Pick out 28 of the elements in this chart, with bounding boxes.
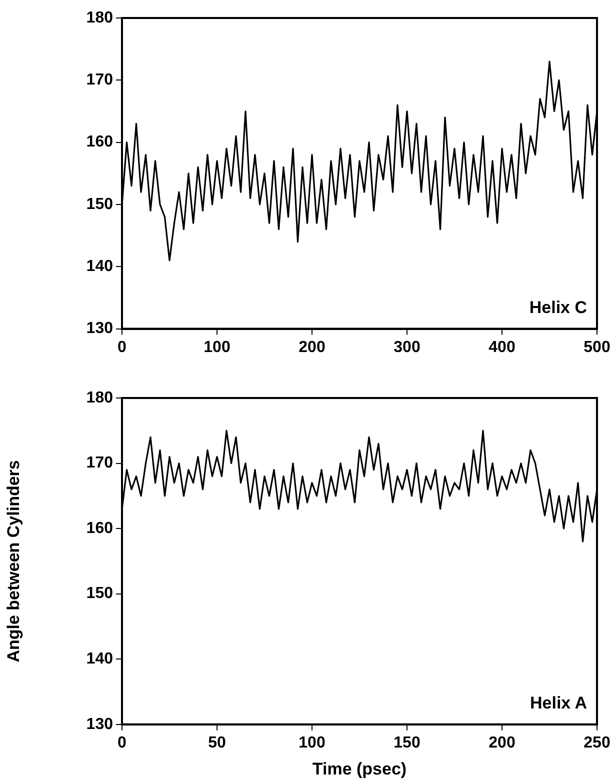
y-tick-label: 160 xyxy=(86,520,114,537)
x-tick-label: 0 xyxy=(118,338,127,356)
y-tick-label: 170 xyxy=(86,72,114,89)
x-tick-label: 200 xyxy=(298,338,326,356)
x-axis-title: Time (psec) xyxy=(312,759,407,778)
y-tick-label: 130 xyxy=(86,320,114,338)
x-tick-label: 200 xyxy=(488,734,516,752)
x-tick-label: 150 xyxy=(394,734,420,752)
x-tick-label: 0 xyxy=(118,734,127,752)
y-tick-label: 130 xyxy=(86,716,114,733)
annotation: Helix C xyxy=(529,298,587,317)
y-tick-label: 180 xyxy=(86,389,114,406)
annotation: Helix A xyxy=(530,694,587,713)
x-tick-label: 300 xyxy=(394,338,420,356)
y-tick-label: 150 xyxy=(86,585,114,602)
x-tick-label: 400 xyxy=(488,338,516,356)
y-tick-label: 180 xyxy=(86,9,114,26)
y-tick-label: 170 xyxy=(86,454,114,472)
x-tick-label: 250 xyxy=(584,734,610,752)
y-tick-label: 150 xyxy=(86,196,114,213)
y-tick-label: 140 xyxy=(86,258,114,276)
x-tick-label: 500 xyxy=(584,338,610,356)
x-tick-label: 100 xyxy=(204,338,230,356)
x-tick-label: 50 xyxy=(208,734,226,752)
y-tick-label: 140 xyxy=(86,650,114,668)
y-tick-label: 160 xyxy=(86,134,114,151)
x-tick-label: 100 xyxy=(298,734,326,752)
y-axis-title: Angle between Cylinders xyxy=(4,460,23,662)
